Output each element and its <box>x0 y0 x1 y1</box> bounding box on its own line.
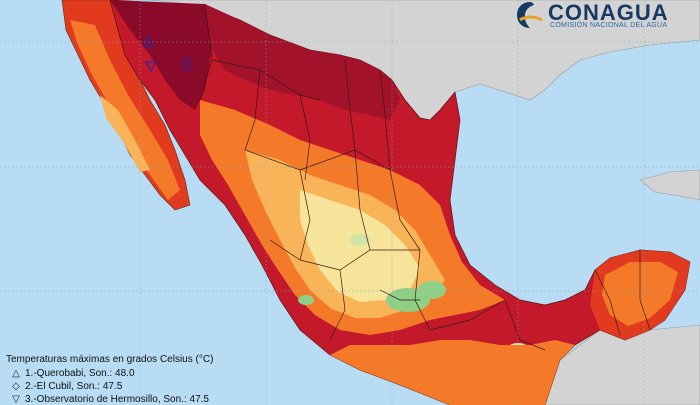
conagua-emblem-icon <box>517 2 543 28</box>
legend-title: Temperaturas máximas en grados Celsius (… <box>6 354 214 365</box>
triangle-up-icon: △ <box>12 368 20 379</box>
state-borders <box>199 3 651 351</box>
sonora-hottest <box>110 0 215 110</box>
legend-item-text: 2.-El Cubil, Son.: 47.5 <box>25 381 123 392</box>
baja-warm-zone <box>70 20 180 200</box>
legend-item: △ 1.-Querobabi, Son.: 48.0 <box>10 368 135 379</box>
cool-patch-5 <box>350 234 370 246</box>
el-cubil-marker <box>181 55 193 73</box>
conagua-logo: CONAGUA COMISIÓN NACIONAL DEL AGUA <box>512 0 700 40</box>
legend-item-text: 1.-Querobabi, Son.: 48.0 <box>25 368 135 379</box>
triangle-down-icon: ▽ <box>12 394 20 405</box>
legend-item: ▽ 3.-Observatorio de Hermosillo, Son.: 47… <box>10 394 209 405</box>
logo-subtitle: COMISIÓN NACIONAL DEL AGUA <box>550 22 668 29</box>
hermosillo-marker <box>144 61 158 73</box>
gulf-coast-hot <box>390 118 445 180</box>
cool-patch-2 <box>418 281 446 299</box>
station-markers <box>143 34 193 73</box>
south-coast-warm <box>330 340 575 405</box>
logo-name: CONAGUA <box>548 0 669 25</box>
legend: Temperaturas máximas en grados Celsius (… <box>0 348 226 405</box>
querobabi-marker <box>143 34 155 47</box>
north-very-hot <box>205 4 400 120</box>
legend-item-text: 3.-Observatorio de Hermosillo, Son.: 47.… <box>25 394 209 405</box>
baja-mild-zone <box>100 95 150 172</box>
diamond-icon: ◇ <box>12 381 20 392</box>
legend-item: ◇ 2.-El Cubil, Son.: 47.5 <box>10 381 122 392</box>
cool-patch-4 <box>298 295 314 305</box>
cuba-land <box>639 169 700 201</box>
